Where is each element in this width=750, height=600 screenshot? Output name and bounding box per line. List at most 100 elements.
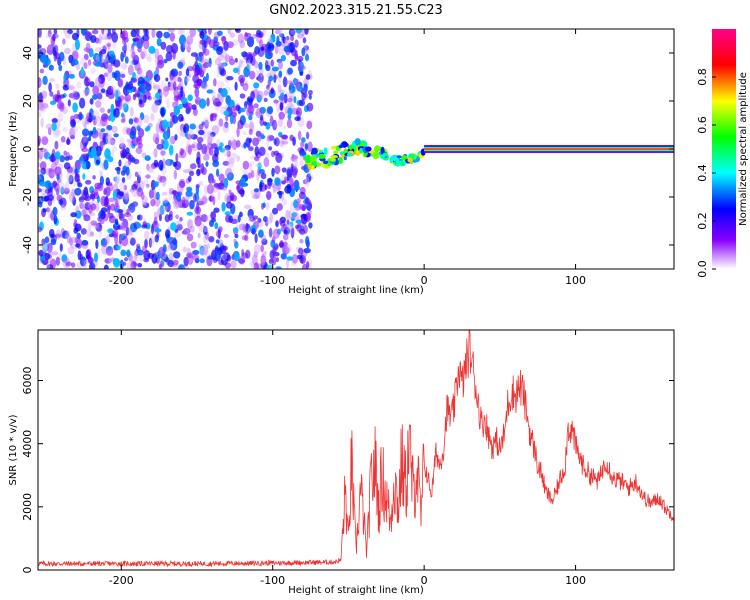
heatmap-cell (298, 203, 307, 211)
heatmap-cell (299, 238, 304, 244)
heatmap-cell (207, 183, 214, 195)
heatmap-cell (261, 238, 268, 246)
heatmap-cell (137, 142, 143, 149)
heatmap-cell (124, 257, 129, 262)
heatmap-cell (242, 83, 249, 91)
heatmap-cell (47, 29, 52, 38)
heatmap-cell (308, 94, 312, 100)
heatmap-cell (100, 211, 106, 220)
heatmap-cell (284, 36, 291, 44)
heatmap-cell (85, 249, 91, 260)
heatmap-cell (156, 143, 164, 150)
heatmap-cell (168, 213, 173, 221)
heatmap-cell (38, 226, 43, 233)
heatmap-cell (189, 225, 195, 233)
heatmap-cell (126, 208, 130, 215)
heatmap-cell (103, 187, 107, 195)
heatmap-cell (219, 142, 224, 148)
heatmap-cell (107, 156, 114, 163)
heatmap-cell (219, 54, 223, 60)
snr-frame (37, 329, 675, 571)
heatmap-cell (39, 161, 47, 171)
heatmap-cell (263, 157, 270, 168)
heatmap-cell (338, 156, 343, 164)
heatmap-cell (66, 171, 73, 183)
heatmap-cell (179, 34, 187, 46)
heatmap-cell (46, 50, 54, 55)
heatmap-cell (186, 45, 191, 53)
heatmap-cell (103, 72, 109, 77)
heatmap-cell (128, 205, 135, 212)
heatmap-cell (291, 153, 295, 162)
heatmap-cell (139, 112, 145, 121)
heatmap-cell (178, 82, 182, 91)
heatmap-cell (295, 78, 300, 89)
heatmap-cell (280, 134, 288, 139)
heatmap-cell (251, 263, 255, 269)
heatmap-cell (73, 91, 80, 100)
heatmap-cell (220, 254, 228, 266)
heatmap-cell (125, 226, 130, 236)
heatmap-cell (141, 245, 147, 255)
heatmap-cell (280, 54, 286, 62)
heatmap-cell (168, 159, 174, 164)
heatmap-cell (303, 83, 308, 93)
heatmap-cell (127, 214, 133, 221)
heatmap-cell (114, 175, 121, 184)
heatmap-cell (262, 107, 266, 113)
heatmap-cell (144, 230, 150, 240)
heatmap-cell (130, 77, 138, 84)
heatmap-cell (54, 94, 62, 104)
spectrogram-heatmap (38, 29, 674, 269)
heatmap-cell (158, 263, 162, 269)
heatmap-cell (293, 156, 299, 164)
heatmap-cell (155, 92, 161, 100)
heatmap-cell (168, 259, 173, 264)
heatmap-cell (118, 191, 125, 197)
heatmap-cell (181, 203, 187, 209)
heatmap-cell (228, 58, 236, 66)
heatmap-cell (123, 42, 127, 54)
heatmap-cell (46, 44, 54, 56)
heatmap-cell (318, 153, 326, 159)
heatmap-cell (43, 251, 47, 257)
heatmap-cell (81, 239, 89, 246)
heatmap-cell (85, 42, 91, 54)
heatmap-cell (159, 246, 163, 258)
heatmap-cell (270, 59, 274, 67)
heatmap-cell (114, 176, 120, 185)
colorbar-tick-label: 0.2 (696, 212, 709, 230)
y-tick-label: 6000 (21, 367, 34, 395)
heatmap-cell (89, 212, 96, 217)
heatmap-cell (160, 80, 166, 91)
heatmap-cell (273, 75, 278, 80)
heatmap-cell (217, 190, 221, 201)
heatmap-cell (244, 101, 248, 110)
heatmap-cell (297, 33, 304, 39)
heatmap-cell (111, 125, 118, 133)
heatmap-cell (84, 195, 92, 202)
heatmap-cell (242, 160, 250, 170)
heatmap-cell (115, 198, 119, 208)
heatmap-cell (230, 152, 238, 160)
heatmap-cell (135, 146, 143, 155)
heatmap-cell (302, 179, 308, 185)
heatmap-cell (144, 155, 151, 161)
heatmap-cell (192, 254, 200, 261)
heatmap-cell (145, 83, 152, 92)
heatmap-cell (139, 98, 143, 105)
heatmap-cell (162, 244, 167, 253)
heatmap-cell (71, 59, 79, 66)
heatmap-cell (209, 134, 214, 142)
heatmap-cell (54, 151, 61, 160)
heatmap-cell (54, 140, 59, 150)
heatmap-cell (119, 100, 127, 110)
heatmap-cell (112, 183, 119, 193)
heatmap-cell (274, 29, 281, 35)
heatmap-cell (252, 215, 259, 220)
heatmap-cell (144, 77, 151, 82)
heatmap-cell (243, 66, 250, 78)
heatmap-cell (253, 82, 260, 89)
heatmap-cell (396, 155, 402, 159)
heatmap-cell (282, 233, 289, 241)
